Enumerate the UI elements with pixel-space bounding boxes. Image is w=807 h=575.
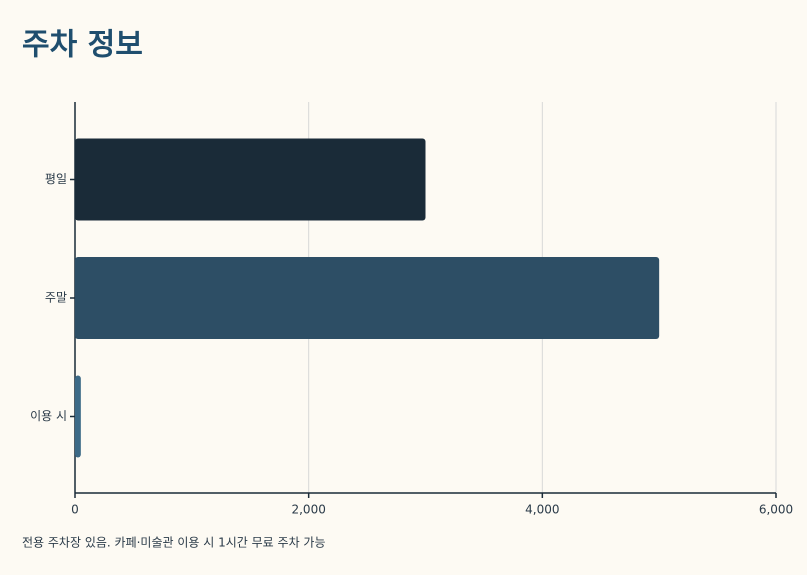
chart-note: 전용 주차장 있음. 카페·미술관 이용 시 1시간 무료 주차 가능 [22,536,326,550]
chart-title: 주차 정보 [22,28,143,63]
x-tick-label: 0 [71,503,79,517]
bar [75,375,81,458]
x-tick-label: 2,000 [291,503,325,517]
bar [75,138,426,221]
y-tick-label: 평일 [45,172,67,186]
x-tick-label: 6,000 [759,503,793,517]
x-tick-label: 4,000 [525,503,559,517]
bar [75,257,660,339]
y-tick-label: 주말 [45,291,67,305]
y-tick-label: 이용 시 [30,409,67,423]
